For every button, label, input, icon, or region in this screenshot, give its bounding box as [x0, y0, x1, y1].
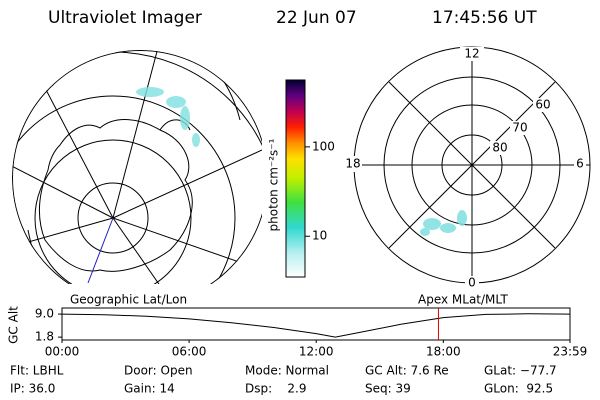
- colorbar-tick-label: 100: [312, 139, 335, 153]
- x-tick-label: 18:00: [426, 345, 461, 359]
- strip-label: Geographic Lat/Lon: [70, 293, 187, 307]
- strip-label: Apex MLat/MLT: [418, 293, 508, 307]
- status-field: IP: 36.0: [10, 382, 55, 396]
- aurora: [420, 210, 467, 236]
- colorbar-label: photon cm⁻²s⁻¹: [267, 138, 281, 231]
- status-field: Seq: 39: [365, 382, 411, 396]
- status-field: Door: Open: [124, 364, 193, 378]
- status-field: Mode: Normal: [245, 364, 329, 378]
- status-field: Gain: 14: [124, 382, 175, 396]
- date: 22 Jun 07: [276, 8, 357, 28]
- title: Ultraviolet Imager: [48, 8, 202, 28]
- x-tick-label: 23:59: [553, 345, 588, 359]
- x-tick-label: 00:00: [45, 345, 80, 359]
- x-tick-label: 06:00: [172, 345, 207, 359]
- mlt-label: 0: [468, 276, 476, 290]
- lat-label: 70: [512, 121, 527, 135]
- time: 17:45:56 UT: [432, 8, 537, 28]
- colorbar-tick-label: 10: [312, 229, 327, 243]
- mlt-label: 18: [345, 157, 360, 171]
- lat-label: 80: [492, 141, 507, 155]
- x-tick-label: 12:00: [299, 345, 334, 359]
- strip-frame: [61, 307, 571, 341]
- mlt-label: 6: [576, 157, 584, 171]
- lat-label: 60: [535, 98, 550, 112]
- status-field: GLon: 92.5: [484, 382, 553, 396]
- status-field: GC Alt: 7.6 Re: [365, 364, 449, 378]
- status-field: GLat: −77.7: [484, 364, 557, 378]
- status-field: Flt: LBHL: [10, 364, 64, 378]
- y-label: GC Alt: [7, 306, 21, 344]
- colorbar: [285, 79, 306, 278]
- y-tick-label: 1.8: [35, 330, 54, 344]
- mlt-label: 12: [464, 47, 479, 61]
- altitude-curve: [61, 313, 571, 338]
- status-field: Dsp: 2.9: [245, 382, 307, 396]
- y-tick-label: 9.0: [35, 307, 54, 321]
- mlt-dial: [353, 46, 591, 284]
